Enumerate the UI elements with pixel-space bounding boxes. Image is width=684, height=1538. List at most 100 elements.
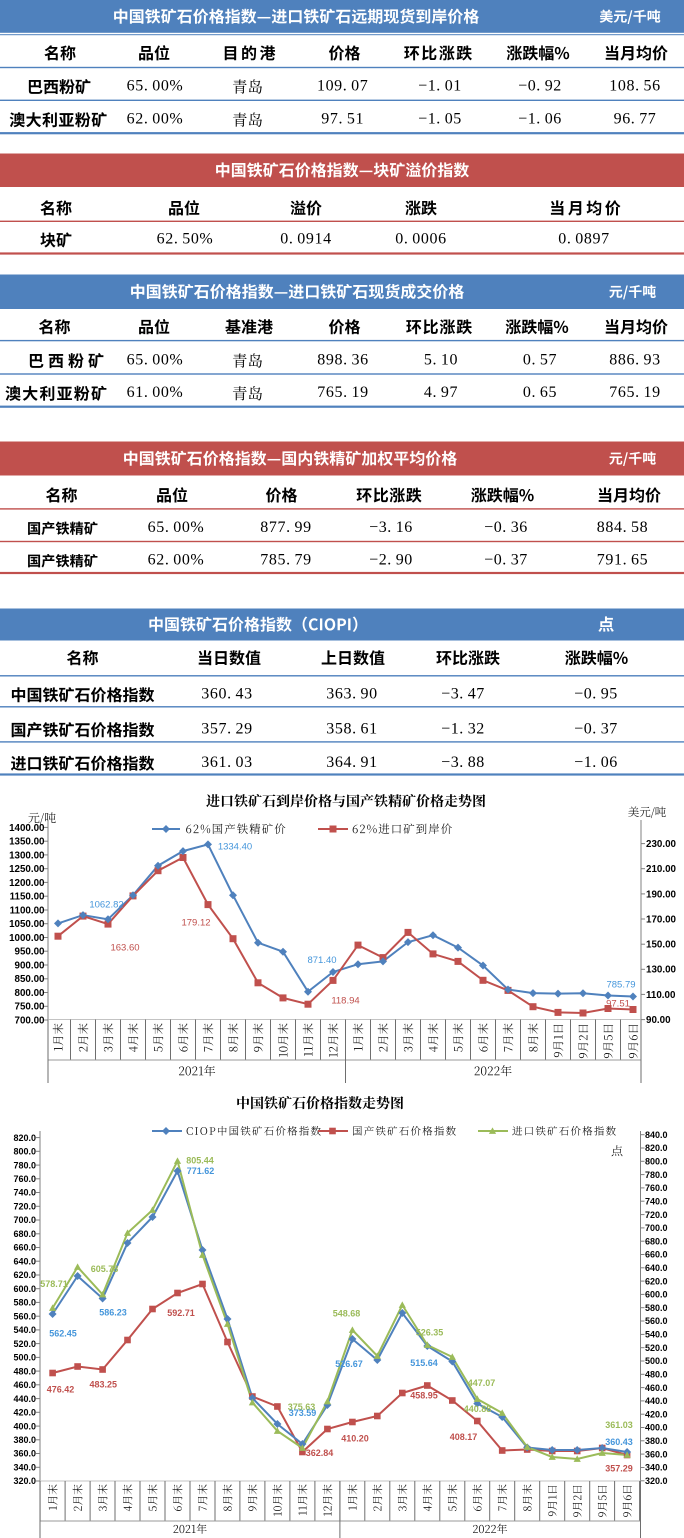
svg-text:1000.00: 1000.00 (9, 933, 45, 944)
svg-text:−0. 37: −0. 37 (574, 721, 618, 738)
svg-text:380.0: 380.0 (645, 1436, 668, 1446)
svg-text:373.59: 373.59 (289, 1408, 317, 1418)
svg-text:118.94: 118.94 (331, 995, 359, 1006)
svg-text:483.25: 483.25 (90, 1379, 118, 1389)
svg-text:580.0: 580.0 (645, 1303, 668, 1313)
svg-text:800.00: 800.00 (15, 988, 46, 999)
svg-text:150.00: 150.00 (646, 940, 677, 951)
svg-text:62. 50%: 62. 50% (157, 231, 214, 248)
svg-text:1250.00: 1250.00 (9, 864, 45, 875)
svg-text:700.00: 700.00 (15, 1015, 46, 1026)
svg-text:−1. 05: −1. 05 (418, 111, 462, 128)
svg-text:363. 90: 363. 90 (326, 686, 377, 703)
svg-text:476.42: 476.42 (47, 1384, 75, 1394)
svg-text:700.0: 700.0 (13, 1215, 36, 1225)
svg-text:1100.00: 1100.00 (10, 905, 45, 916)
svg-text:408.17: 408.17 (450, 1432, 478, 1442)
svg-text:1350.00: 1350.00 (9, 837, 45, 848)
svg-text:−1. 32: −1. 32 (441, 721, 485, 738)
svg-text:400.0: 400.0 (645, 1423, 668, 1433)
svg-text:578.71: 578.71 (40, 1279, 68, 1289)
svg-text:361. 03: 361. 03 (201, 754, 252, 771)
svg-text:785. 79: 785. 79 (260, 552, 311, 569)
svg-text:540.0: 540.0 (13, 1325, 36, 1335)
svg-text:62. 00%: 62. 00% (127, 111, 184, 128)
svg-text:170.00: 170.00 (646, 914, 677, 925)
svg-text:460.0: 460.0 (13, 1380, 36, 1390)
svg-text:898. 36: 898. 36 (317, 351, 368, 368)
svg-text:340.0: 340.0 (645, 1463, 668, 1473)
svg-text:0. 0914: 0. 0914 (280, 231, 331, 248)
svg-text:562.45: 562.45 (49, 1329, 77, 1339)
svg-text:96. 77: 96. 77 (614, 111, 657, 128)
svg-text:871.40: 871.40 (307, 955, 336, 966)
svg-text:1334.40: 1334.40 (218, 841, 252, 852)
svg-text:840.0: 840.0 (645, 1130, 668, 1140)
svg-text:560.0: 560.0 (13, 1311, 36, 1321)
svg-text:65. 00%: 65. 00% (127, 351, 184, 368)
svg-text:−0. 92: −0. 92 (518, 77, 562, 94)
svg-text:5. 10: 5. 10 (424, 351, 458, 368)
svg-text:586.23: 586.23 (99, 1307, 127, 1317)
svg-text:548.68: 548.68 (333, 1308, 361, 1318)
svg-text:900.00: 900.00 (15, 960, 46, 971)
svg-text:526.35: 526.35 (416, 1328, 444, 1338)
svg-text:760.0: 760.0 (645, 1183, 668, 1193)
svg-text:877. 99: 877. 99 (260, 519, 311, 536)
svg-text:−2. 90: −2. 90 (369, 552, 413, 569)
svg-text:420.0: 420.0 (645, 1409, 668, 1419)
svg-text:190.00: 190.00 (646, 889, 677, 900)
svg-text:740.0: 740.0 (645, 1197, 668, 1207)
svg-text:805.44: 805.44 (186, 1156, 214, 1166)
svg-text:65. 00%: 65. 00% (148, 519, 205, 536)
svg-text:620.0: 620.0 (645, 1276, 668, 1286)
svg-text:765. 19: 765. 19 (609, 384, 660, 401)
svg-text:440.88: 440.88 (464, 1404, 492, 1414)
svg-text:−3. 47: −3. 47 (441, 686, 485, 703)
svg-text:163.60: 163.60 (110, 942, 139, 953)
svg-text:600.0: 600.0 (645, 1290, 668, 1300)
svg-text:520.0: 520.0 (645, 1343, 668, 1353)
svg-text:−0. 37: −0. 37 (484, 552, 528, 569)
svg-text:340.0: 340.0 (13, 1463, 36, 1473)
svg-text:357. 29: 357. 29 (201, 721, 252, 738)
svg-text:480.0: 480.0 (645, 1370, 668, 1380)
svg-text:0. 0897: 0. 0897 (558, 231, 609, 248)
svg-text:−1. 06: −1. 06 (574, 754, 618, 771)
svg-text:1062.82: 1062.82 (89, 899, 123, 910)
svg-text:320.0: 320.0 (645, 1476, 668, 1486)
svg-text:440.0: 440.0 (645, 1396, 668, 1406)
svg-text:1150.00: 1150.00 (10, 892, 45, 903)
svg-text:500.0: 500.0 (645, 1356, 668, 1366)
svg-text:−3. 16: −3. 16 (369, 519, 413, 536)
svg-text:800.0: 800.0 (13, 1147, 36, 1157)
svg-text:−0. 95: −0. 95 (574, 686, 618, 703)
svg-text:771.62: 771.62 (187, 1166, 215, 1176)
svg-text:540.0: 540.0 (645, 1330, 668, 1340)
svg-text:884. 58: 884. 58 (597, 519, 648, 536)
svg-text:500.0: 500.0 (13, 1353, 36, 1363)
svg-text:720.0: 720.0 (13, 1202, 36, 1212)
svg-text:660.0: 660.0 (13, 1243, 36, 1253)
svg-text:230.00: 230.00 (646, 839, 677, 850)
svg-text:660.0: 660.0 (645, 1250, 668, 1260)
svg-text:380.0: 380.0 (13, 1435, 36, 1445)
svg-text:361.03: 361.03 (605, 1420, 633, 1430)
svg-text:1200.00: 1200.00 (9, 878, 45, 889)
svg-text:0. 57: 0. 57 (523, 351, 557, 368)
svg-text:−3. 88: −3. 88 (441, 754, 485, 771)
svg-text:−1. 01: −1. 01 (418, 77, 462, 94)
svg-text:1050.00: 1050.00 (9, 919, 45, 930)
svg-text:526.67: 526.67 (335, 1359, 363, 1369)
svg-text:0. 0006: 0. 0006 (395, 231, 446, 248)
svg-text:−0. 36: −0. 36 (484, 519, 528, 536)
svg-text:800.0: 800.0 (645, 1157, 668, 1167)
svg-text:360.43: 360.43 (605, 1437, 633, 1447)
svg-text:97.51: 97.51 (606, 998, 630, 1009)
svg-text:4. 97: 4. 97 (424, 384, 458, 401)
svg-text:360.0: 360.0 (13, 1449, 36, 1459)
svg-text:750.00: 750.00 (15, 1002, 46, 1013)
svg-text:62. 00%: 62. 00% (148, 552, 205, 569)
svg-text:820.0: 820.0 (645, 1143, 668, 1153)
svg-text:1300.00: 1300.00 (9, 850, 45, 861)
